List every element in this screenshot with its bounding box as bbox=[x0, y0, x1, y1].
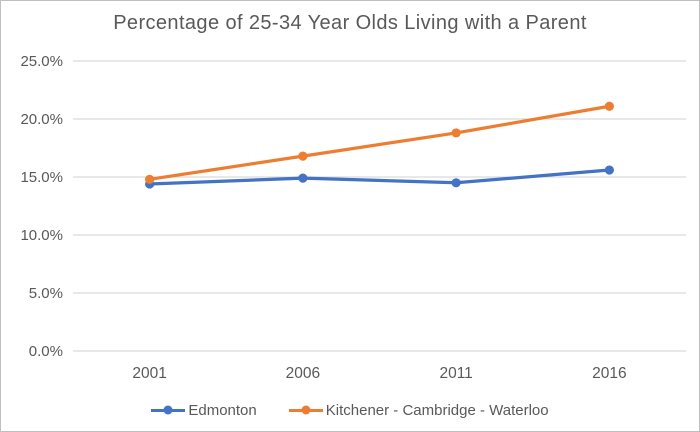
x-axis-tick-label: 2006 bbox=[286, 365, 320, 382]
series-line bbox=[148, 168, 611, 186]
legend-item-edmonton: Edmonton bbox=[151, 401, 257, 419]
data-point-marker bbox=[451, 128, 461, 138]
legend-item-kitchener-cambridge-waterloo: Kitchener - Cambridge - Waterloo bbox=[288, 401, 549, 419]
y-axis-tick-label: 0.0% bbox=[29, 343, 63, 360]
x-axis-tick-label: 2016 bbox=[592, 365, 626, 382]
y-axis-tick-label: 25.0% bbox=[20, 53, 63, 70]
x-axis-tick-label: 2001 bbox=[132, 365, 166, 382]
x-axis-tick-label: 2011 bbox=[439, 365, 472, 382]
data-point-marker bbox=[604, 101, 614, 111]
chart-legend: Edmonton Kitchener - Cambridge - Waterlo… bbox=[1, 398, 699, 422]
data-point-marker bbox=[145, 174, 155, 184]
y-axis-tick-label: 15.0% bbox=[20, 169, 63, 186]
data-point-marker bbox=[451, 178, 461, 188]
legend-dot-icon-kcw bbox=[301, 405, 311, 415]
data-point-marker bbox=[298, 151, 308, 161]
data-point-marker bbox=[298, 173, 308, 183]
y-axis-tick-label: 20.0% bbox=[20, 111, 63, 128]
legend-line-marker-kcw bbox=[288, 405, 323, 415]
chart-title: Percentage of 25-34 Year Olds Living wit… bbox=[113, 12, 587, 34]
y-axis-tick-label: 5.0% bbox=[29, 285, 63, 302]
legend-label-kcw: Kitchener - Cambridge - Waterloo bbox=[325, 401, 549, 419]
data-point-marker bbox=[604, 165, 614, 175]
legend-dot-icon-edmonton bbox=[163, 405, 173, 415]
legend-label-edmonton: Edmonton bbox=[188, 401, 257, 419]
y-axis-tick-label: 10.0% bbox=[20, 227, 63, 244]
series-line bbox=[148, 104, 611, 181]
legend-line-marker-edmonton bbox=[151, 405, 186, 415]
